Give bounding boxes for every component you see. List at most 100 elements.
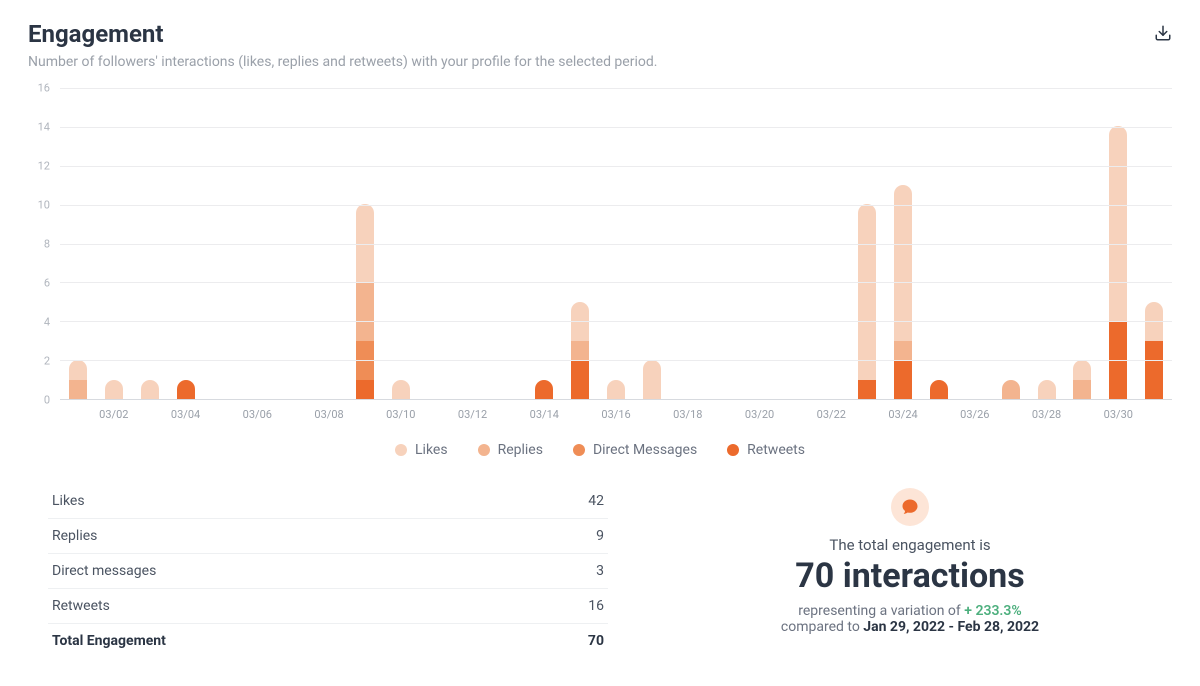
bar-segment-retweets: [535, 380, 553, 400]
bar-stack[interactable]: [69, 360, 87, 399]
legend-swatch: [573, 444, 585, 456]
chart-y-axis: 0246810121416: [28, 88, 54, 400]
summary-compare-prefix: compared to: [781, 619, 863, 635]
legend-swatch: [395, 444, 407, 456]
download-icon[interactable]: [1154, 20, 1172, 46]
bar-segment-retweets: [930, 380, 948, 400]
x-tick-label: [706, 400, 742, 428]
bar-segment-likes: [1038, 380, 1056, 400]
summary-compare-line: compared to Jan 29, 2022 - Feb 28, 2022: [648, 619, 1172, 635]
summary-variation-prefix: representing a variation of: [798, 603, 964, 619]
legend-item[interactable]: Retweets: [727, 442, 805, 458]
x-tick-label: [132, 400, 168, 428]
bar-stack[interactable]: [607, 380, 625, 400]
x-tick-label: 03/12: [455, 400, 491, 428]
bar-stack[interactable]: [1002, 380, 1020, 400]
x-tick-label: [778, 400, 814, 428]
y-tick-label: 2: [44, 355, 50, 368]
stat-label: Replies: [52, 528, 97, 544]
bar-stack[interactable]: [535, 380, 553, 400]
x-tick-label: 03/06: [239, 400, 275, 428]
stat-label: Likes: [52, 493, 85, 509]
x-tick-label: 03/18: [670, 400, 706, 428]
x-tick-label: [562, 400, 598, 428]
bar-segment-replies: [356, 282, 374, 341]
x-tick-label: 03/22: [813, 400, 849, 428]
bar-segment-replies: [571, 341, 589, 361]
bar-segment-retweets: [1145, 341, 1163, 400]
legend-item[interactable]: Replies: [478, 442, 543, 458]
bar-segment-likes: [141, 380, 159, 400]
page-subtitle: Number of followers' interactions (likes…: [28, 54, 657, 70]
bar-stack[interactable]: [858, 204, 876, 399]
gridline: [60, 127, 1172, 128]
bar-segment-replies: [894, 341, 912, 361]
y-tick-label: 14: [38, 121, 50, 134]
chat-bubble-icon: [891, 488, 929, 526]
bar-segment-retweets: [858, 380, 876, 400]
bar-stack[interactable]: [105, 380, 123, 400]
x-tick-label: [60, 400, 96, 428]
page-title: Engagement: [28, 20, 657, 48]
x-tick-label: 03/28: [1029, 400, 1065, 428]
x-tick-label: 03/20: [742, 400, 778, 428]
bar-stack[interactable]: [1145, 302, 1163, 400]
gridline: [60, 166, 1172, 167]
bar-stack[interactable]: [571, 302, 589, 400]
x-tick-label: 03/24: [885, 400, 921, 428]
y-tick-label: 4: [44, 316, 50, 329]
bar-segment-likes: [1073, 360, 1091, 380]
x-tick-label: 03/30: [1100, 400, 1136, 428]
bar-stack[interactable]: [643, 360, 661, 399]
bar-stack[interactable]: [894, 185, 912, 400]
x-tick-label: 03/04: [168, 400, 204, 428]
legend-swatch: [727, 444, 739, 456]
x-tick-label: [993, 400, 1029, 428]
bottom-section: Likes42Replies9Direct messages3Retweets1…: [28, 484, 1172, 658]
bar-segment-retweets: [177, 380, 195, 400]
summary-panel: The total engagement is 70 interactions …: [648, 484, 1172, 658]
table-row-total: Total Engagement70: [48, 624, 608, 658]
bar-segment-likes: [105, 380, 123, 400]
bar-segment-replies: [1073, 380, 1091, 400]
legend-item[interactable]: Direct Messages: [573, 442, 697, 458]
table-row: Replies9: [48, 519, 608, 554]
summary-headline: 70 interactions: [648, 558, 1172, 595]
x-tick-label: [419, 400, 455, 428]
summary-variation-line: representing a variation of + 233.3%: [648, 603, 1172, 619]
stat-value: 42: [588, 493, 604, 509]
bar-segment-likes: [607, 380, 625, 400]
bar-stack[interactable]: [177, 380, 195, 400]
bar-stack[interactable]: [392, 380, 410, 400]
gridline: [60, 88, 1172, 89]
legend-label: Replies: [498, 442, 543, 458]
x-tick-label: 03/10: [383, 400, 419, 428]
legend-item[interactable]: Likes: [395, 442, 448, 458]
bar-stack[interactable]: [1109, 126, 1127, 399]
y-tick-label: 12: [38, 160, 50, 173]
y-tick-label: 6: [44, 277, 50, 290]
y-tick-label: 16: [38, 82, 50, 95]
y-tick-label: 10: [38, 199, 50, 212]
x-tick-label: [204, 400, 240, 428]
chart-x-axis: 03/0203/0403/0603/0803/1003/1203/1403/16…: [60, 400, 1172, 428]
bar-segment-likes: [1109, 126, 1127, 321]
y-tick-label: 0: [44, 394, 50, 407]
bar-stack[interactable]: [930, 380, 948, 400]
x-tick-label: 03/14: [526, 400, 562, 428]
x-tick-label: 03/16: [598, 400, 634, 428]
engagement-chart: 0246810121416 03/0203/0403/0603/0803/100…: [28, 88, 1172, 428]
legend-label: Direct Messages: [593, 442, 697, 458]
chart-legend: Likes Replies Direct Messages Retweets: [28, 442, 1172, 458]
bar-stack[interactable]: [1038, 380, 1056, 400]
table-row: Direct messages3: [48, 554, 608, 589]
bar-stack[interactable]: [1073, 360, 1091, 399]
stat-label: Total Engagement: [52, 633, 166, 649]
bar-stack[interactable]: [141, 380, 159, 400]
x-tick-label: 03/26: [957, 400, 993, 428]
stat-value: 3: [596, 563, 604, 579]
x-tick-label: [634, 400, 670, 428]
bar-segment-likes: [69, 360, 87, 380]
gridline: [60, 282, 1172, 283]
bar-stack[interactable]: [356, 204, 374, 399]
